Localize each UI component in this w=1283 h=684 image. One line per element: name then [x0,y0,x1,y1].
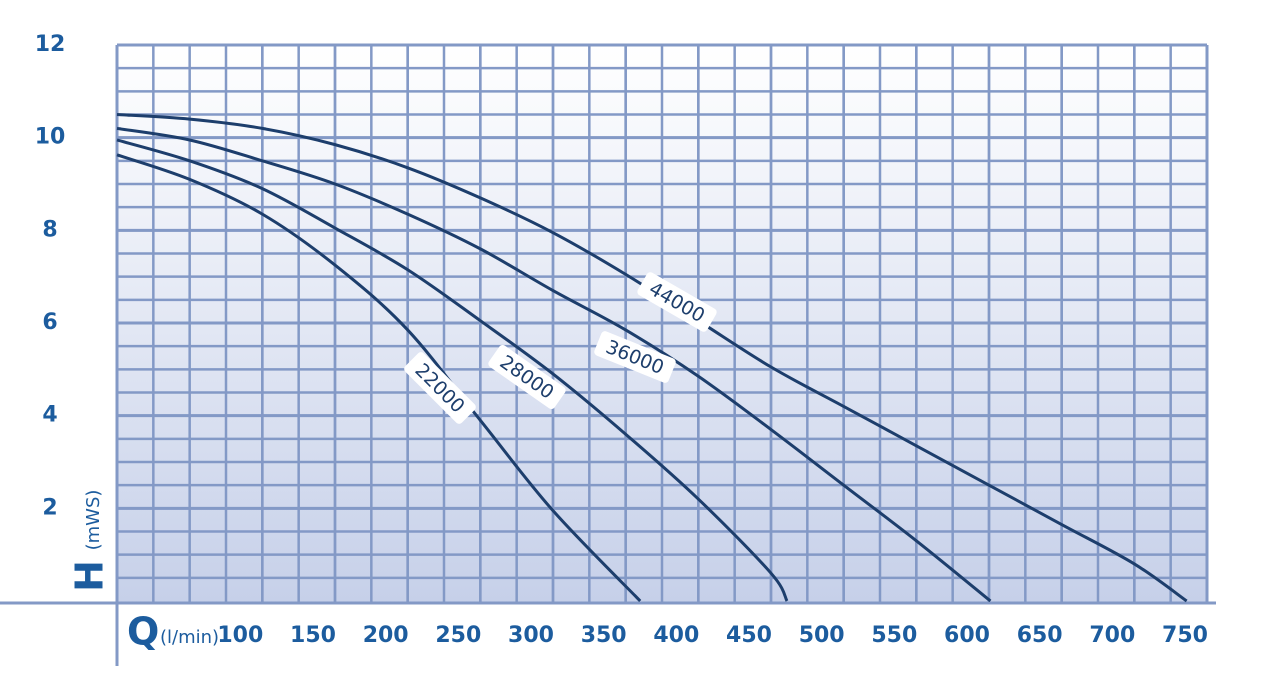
pump-curve [116,126,992,603]
x-tick-label: 400 [653,623,699,648]
curve-label-bg [404,352,476,424]
curve-label-bg [637,272,717,332]
x-tick-label: 550 [871,623,917,648]
y-tick-label: 12 [35,32,66,57]
x-tick-label: 600 [944,623,990,648]
x-axis-unit: (l/min) [160,627,219,648]
x-tick-label: 700 [1089,623,1135,648]
x-tick-label: 200 [363,623,409,648]
x-tick-label: 650 [1017,623,1063,648]
x-tick-label: 150 [290,623,336,648]
x-tick-label: 100 [217,623,263,648]
x-axis-label: Q [127,610,159,654]
y-tick-label: 10 [35,125,66,150]
x-tick-label: 350 [581,623,627,648]
x-tick-label: 450 [726,623,772,648]
y-tick-label: 8 [42,217,57,242]
y-axis-unit: (mWS) [83,490,104,551]
y-tick-label: 2 [42,495,57,520]
curve-label-bg [488,344,566,410]
x-tick-label: 750 [1162,623,1208,648]
y-axis-label: H [68,560,112,592]
pump-curve [116,138,789,602]
y-tick-label: 6 [42,310,57,335]
y-tick-label: 4 [42,403,57,428]
x-tick-label: 500 [799,623,845,648]
curve-label-bg [594,331,676,383]
x-tick-label: 250 [435,623,481,648]
pump-curve [116,153,642,603]
x-tick-label: 300 [508,623,554,648]
grid [0,43,1216,666]
